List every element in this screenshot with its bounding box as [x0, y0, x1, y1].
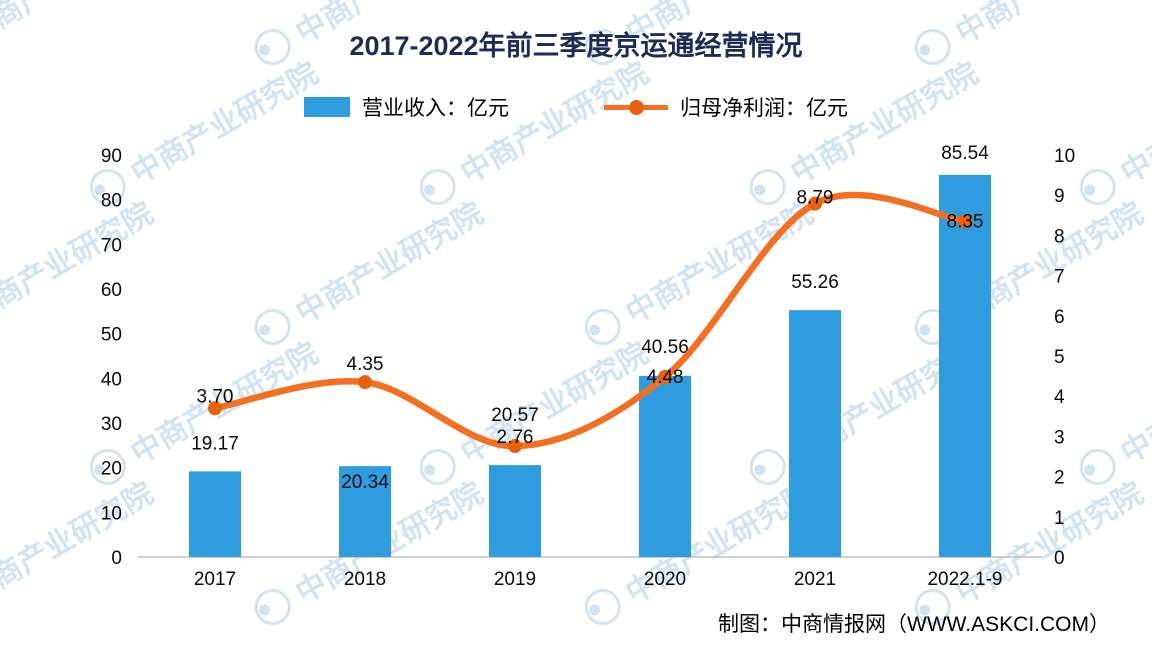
left-axis-tick: 90 [101, 146, 122, 167]
bar-2022.1-9 [939, 174, 991, 557]
right-axis-tick: 1 [1054, 508, 1065, 529]
line-value-label: 2.76 [497, 427, 534, 448]
bar-value-label: 20.34 [341, 472, 389, 493]
line-marker-2022.1-9 [958, 214, 972, 229]
line-value-label: 4.35 [347, 354, 384, 375]
bar-value-label: 55.26 [791, 272, 839, 293]
bar-2020 [639, 375, 691, 557]
right-axis-tick: 9 [1054, 186, 1065, 207]
x-axis-label: 2020 [644, 569, 686, 590]
right-axis-tick: 4 [1054, 387, 1065, 408]
line-value-label: 8.35 [947, 211, 984, 232]
bar-value-label: 40.56 [641, 337, 689, 358]
bar-value-label: 20.57 [491, 405, 539, 426]
line-marker-2019 [508, 439, 522, 454]
legend-line-marker-icon [629, 99, 644, 115]
left-axis-tick: 0 [111, 548, 122, 569]
left-axis-tick: 70 [101, 235, 122, 256]
legend-line-label: 归母净利润：亿元 [680, 97, 848, 120]
chart-title: 2017-2022年前三季度京运通经营情况 [349, 31, 803, 61]
bar-value-label: 19.17 [191, 433, 239, 454]
credit-line: 制图：中商情报网（WWW.ASKCI.COM） [718, 613, 1110, 636]
bar-2017 [189, 471, 241, 557]
left-axis-tick: 10 [101, 503, 122, 524]
x-axis-label: 2021 [794, 569, 836, 590]
line-marker-2017 [208, 401, 222, 416]
line-marker-2021 [808, 196, 822, 211]
left-axis-tick: 60 [101, 280, 122, 301]
line-marker-2020 [658, 369, 672, 384]
left-axis-tick: 20 [101, 459, 122, 480]
profit-line [211, 191, 969, 450]
line-value-label: 3.70 [197, 386, 234, 407]
x-axis-label: 2019 [494, 569, 536, 590]
right-axis-tick: 7 [1054, 267, 1065, 288]
right-axis-tick: 3 [1054, 427, 1065, 448]
left-axis-tick: 40 [101, 369, 122, 390]
legend-item-profit: 归母净利润：亿元 [604, 92, 848, 122]
bar-2018 [339, 466, 391, 557]
legend-line-swatch [604, 99, 668, 115]
right-axis-tick: 8 [1054, 226, 1065, 247]
right-axis-tick: 0 [1054, 548, 1065, 569]
bar-2021 [789, 310, 841, 557]
left-axis-tick: 30 [101, 414, 122, 435]
legend-item-revenue: 营业收入：亿元 [304, 92, 509, 122]
x-axis-label: 2018 [344, 569, 386, 590]
line-value-label: 8.79 [797, 188, 834, 209]
x-axis-label: 2017 [194, 569, 236, 590]
legend: 营业收入：亿元 归母净利润：亿元 [0, 92, 1152, 122]
line-marker-2018 [358, 375, 372, 390]
line-value-label: 4.48 [647, 367, 684, 388]
right-axis-tick: 6 [1054, 307, 1065, 328]
right-axis-tick: 5 [1054, 347, 1065, 368]
legend-bar-swatch [304, 97, 350, 117]
right-axis-tick: 10 [1054, 146, 1075, 167]
right-axis-tick: 2 [1054, 468, 1065, 489]
bar-2019 [489, 465, 541, 557]
legend-bar-label: 营业收入：亿元 [362, 97, 509, 120]
left-axis-tick: 50 [101, 325, 122, 346]
bar-value-label: 85.54 [941, 143, 989, 164]
left-axis-tick: 80 [101, 191, 122, 212]
x-axis-label: 2022.1-9 [927, 569, 1002, 590]
